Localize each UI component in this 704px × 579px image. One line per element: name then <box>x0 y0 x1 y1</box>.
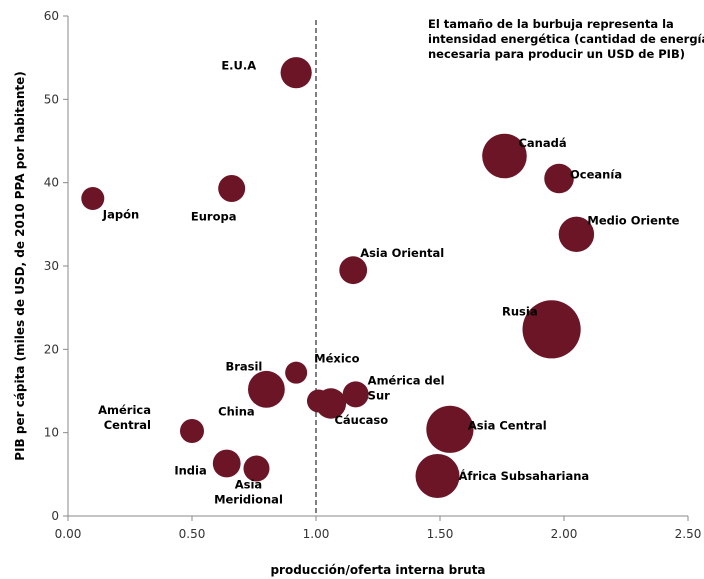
y-tick-label: 40 <box>44 176 59 190</box>
bubble-8 <box>248 370 285 408</box>
x-tick-label: 0.50 <box>179 527 206 541</box>
bubble-16 <box>212 449 241 478</box>
bubble-label-7: Rusia <box>502 304 538 318</box>
bubble-label-0: E.U.A <box>221 59 256 73</box>
bubble-label-2: Europa <box>191 210 237 224</box>
bubble-label-17: Asia Meridional <box>214 478 283 507</box>
bubble-label-line: Japón <box>102 208 139 222</box>
x-tick-label: 2.50 <box>675 527 702 541</box>
bubble-label-line: Asia <box>235 478 262 492</box>
bubble-10 <box>342 381 369 408</box>
bubble-6 <box>339 256 368 285</box>
bubble-label-9: México <box>314 352 359 366</box>
bubble-17 <box>243 455 270 482</box>
bubble-label-line: Rusia <box>502 304 538 318</box>
bubble-label-3: Canadá <box>518 136 566 150</box>
bubble-13 <box>315 388 347 419</box>
bubble-label-12: Cáucaso <box>334 413 388 427</box>
bubble-label-8: Brasil <box>225 359 262 373</box>
x-tick-label: 0.00 <box>55 527 82 541</box>
bubble-5 <box>558 216 595 253</box>
bubble-label-line: Meridional <box>214 493 283 507</box>
y-tick-label: 30 <box>44 259 59 273</box>
y-axis-title: PIB per cápita (miles de USD, de 2010 PP… <box>13 71 27 460</box>
x-tick-label: 1.00 <box>303 527 330 541</box>
bubble-label-16: India <box>174 464 206 478</box>
bubble-label-18: África Subsahariana <box>459 468 590 483</box>
x-tick-label: 2.00 <box>551 527 578 541</box>
bubble-label-6: Asia Oriental <box>360 246 444 260</box>
bubble-label-line: China <box>218 404 255 418</box>
bubble-labels-group: E.U.A Japón Europa Canadá Oceanía Medio Orien… <box>98 59 679 507</box>
bubble-label-line: Asia Central <box>468 418 547 432</box>
bubble-label-15: Asia Central <box>468 418 547 432</box>
bubble-7 <box>522 300 581 359</box>
bubble-label-10: América del Sur <box>368 373 445 402</box>
bubble-label-5: Medio Oriente <box>587 213 679 227</box>
bubble-label-line: Cáucaso <box>334 413 388 427</box>
y-tick-label: 50 <box>44 92 59 106</box>
bubble-14 <box>180 419 204 443</box>
bubble-0 <box>280 57 312 89</box>
bubble-9 <box>285 361 308 384</box>
annotation-line-2: necesaria para producir un USD de PIB) <box>428 47 685 61</box>
bubble-label-line: E.U.A <box>221 59 256 73</box>
bubble-2 <box>218 175 246 202</box>
bubble-label-line: India <box>174 464 206 478</box>
bubble-label-line: Medio Oriente <box>587 213 679 227</box>
bubble-label-line: Brasil <box>225 359 262 373</box>
bubble-label-line: Asia Oriental <box>360 246 444 260</box>
annotation-line-1: intensidad energética (cantidad de energ… <box>428 32 704 46</box>
bubble-4 <box>544 163 574 194</box>
annotation-group: El tamaño de la burbuja representa laint… <box>428 17 704 61</box>
x-tick-label: 1.50 <box>427 527 454 541</box>
y-tick-label: 60 <box>44 9 59 23</box>
x-axis-title: producción/oferta interna bruta <box>270 563 485 577</box>
y-tick-label: 20 <box>44 342 59 356</box>
bubble-label-4: Oceanía <box>570 168 622 182</box>
bubble-15 <box>426 405 474 453</box>
y-tick-label: 0 <box>51 509 59 523</box>
bubble-3 <box>482 133 527 179</box>
bubble-label-line: Sur <box>368 388 390 402</box>
bubble-label-line: Europa <box>191 210 237 224</box>
bubble-label-line: México <box>314 352 359 366</box>
annotation-line-0: El tamaño de la burbuja representa la <box>428 17 674 31</box>
bubble-label-line: Oceanía <box>570 168 622 182</box>
bubbles-group <box>81 57 595 498</box>
bubble-label-line: América del <box>368 373 445 387</box>
chart-axes: 0 10 20 30 40 50 60 0.00 0.50 1.00 1.50 2.00 2.50 pro… <box>13 9 701 577</box>
y-tick-label: 10 <box>44 426 59 440</box>
bubble-18 <box>415 454 460 498</box>
bubble-label-line: Canadá <box>518 136 566 150</box>
bubble-label-line: África Subsahariana <box>459 468 590 483</box>
bubble-label-1: Japón <box>102 208 139 222</box>
bubble-label-11: China <box>218 404 255 418</box>
bubble-label-14: América Central <box>98 403 151 432</box>
bubble-1 <box>81 187 105 210</box>
bubble-label-line: América <box>98 403 151 417</box>
bubble-label-line: Central <box>104 418 151 432</box>
